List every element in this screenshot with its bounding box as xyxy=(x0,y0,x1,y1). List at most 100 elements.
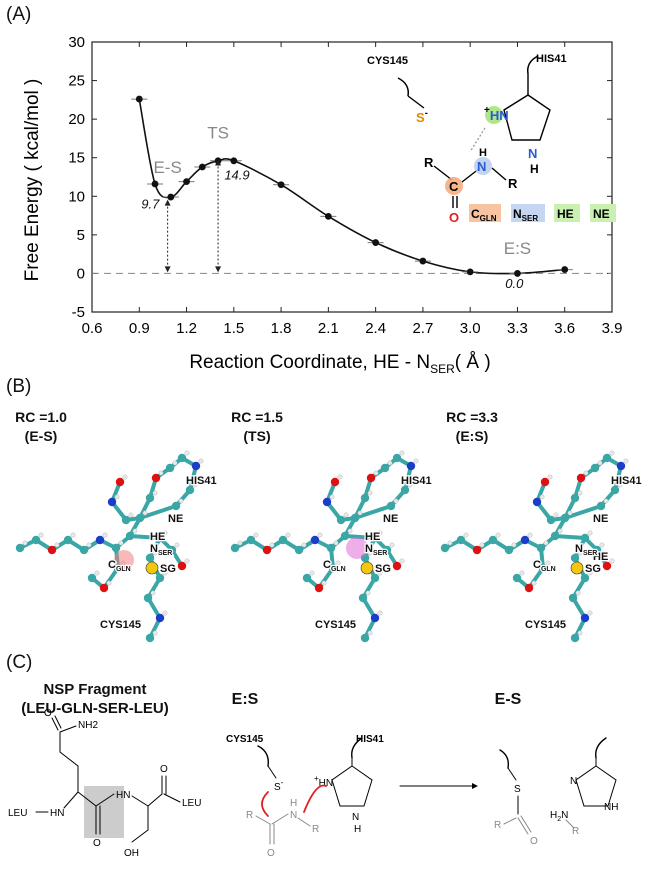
hydrogen xyxy=(389,542,395,548)
hydrogen xyxy=(511,542,517,548)
atom xyxy=(392,453,402,463)
y-tick-label: 15 xyxy=(68,150,85,167)
hydrogen xyxy=(172,460,178,466)
hydrogen xyxy=(329,494,335,500)
hydrogen xyxy=(609,450,615,456)
atom xyxy=(546,515,556,525)
sg-atom xyxy=(360,561,374,575)
atom-label: HIS41 xyxy=(186,475,217,487)
atom xyxy=(246,535,256,545)
hydrogen xyxy=(399,558,405,564)
hydrogen xyxy=(495,532,501,538)
y-tick-label: 30 xyxy=(68,34,85,51)
atom-label: HE xyxy=(150,531,165,543)
chart-annotation: 9.7 xyxy=(141,197,160,212)
hydrogen xyxy=(114,494,120,500)
atom xyxy=(328,563,338,573)
hydrogen xyxy=(321,580,327,586)
data-point xyxy=(419,257,427,265)
atom xyxy=(155,613,165,623)
svg-text:O: O xyxy=(44,708,52,719)
atom xyxy=(95,535,105,545)
hydrogen xyxy=(22,540,28,546)
atom xyxy=(568,593,578,603)
hydrogen xyxy=(301,542,307,548)
x-tick-label: 2.4 xyxy=(365,320,386,337)
hydrogen xyxy=(128,512,134,518)
svg-text:R: R xyxy=(246,810,253,821)
y-tick-label: 10 xyxy=(68,188,85,205)
hydrogen xyxy=(609,558,615,564)
atom xyxy=(155,573,165,583)
atom xyxy=(380,463,390,473)
atom xyxy=(602,561,612,571)
x-tick-label: 3.3 xyxy=(507,320,528,337)
atom xyxy=(360,633,370,643)
atom xyxy=(366,473,376,483)
svg-text:OH: OH xyxy=(124,848,139,859)
atom xyxy=(488,535,498,545)
atom xyxy=(322,497,332,507)
atom xyxy=(177,561,187,571)
svg-text:S-: S- xyxy=(274,778,284,793)
arrow-head-down xyxy=(164,266,171,273)
data-point xyxy=(561,266,569,273)
hydrogen xyxy=(519,570,525,576)
svg-text:O: O xyxy=(160,764,168,775)
atom xyxy=(504,545,514,555)
atom xyxy=(358,593,368,603)
atom xyxy=(155,533,165,543)
bond xyxy=(553,534,587,540)
hydrogen xyxy=(357,510,363,516)
atom xyxy=(63,535,73,545)
hydrogen xyxy=(399,450,405,456)
state-1-title: RC =1.0 (E-S) xyxy=(15,409,67,444)
atom xyxy=(191,461,201,471)
hydrogen xyxy=(337,474,343,480)
hydrogen xyxy=(102,532,108,538)
ts-highlight xyxy=(346,537,368,559)
atom xyxy=(532,497,542,507)
atom-label: SG xyxy=(375,563,391,575)
svg-text:NH: NH xyxy=(604,802,618,813)
hydrogen xyxy=(479,542,485,548)
hydrogen xyxy=(577,550,583,556)
hydrogen xyxy=(122,474,128,480)
hydrogen xyxy=(543,540,549,546)
atom xyxy=(370,533,380,543)
x-tick-label: 1.2 xyxy=(176,320,197,337)
y-axis-label: Free Energy ( kcal/mol ) xyxy=(22,79,43,282)
data-point xyxy=(514,270,521,277)
legend-nser: NSER xyxy=(513,207,538,223)
svg-text:HN: HN xyxy=(50,808,64,819)
data-point xyxy=(198,163,206,171)
ring-h-label: H xyxy=(530,162,539,176)
panel-c-label: (C) xyxy=(6,652,33,673)
chart-annotation: TS xyxy=(207,123,229,142)
atom xyxy=(165,463,175,473)
hydrogen xyxy=(547,474,553,480)
hydrogen xyxy=(152,630,158,636)
hydrogen xyxy=(174,542,180,548)
hydrogen xyxy=(162,570,168,576)
atom xyxy=(230,543,240,553)
es-covalent-structure: S R O N NH H2N R xyxy=(494,737,618,847)
sg-atom xyxy=(570,561,584,575)
atom-label: CYS145 xyxy=(525,619,566,631)
atom-label: HIS41 xyxy=(401,475,432,487)
hydrogen xyxy=(106,580,112,586)
data-point xyxy=(167,193,175,201)
atom xyxy=(536,543,546,553)
hydrogen xyxy=(463,532,469,538)
atom-label: NE xyxy=(593,513,608,525)
hydrogen xyxy=(86,542,92,548)
mechanism-scheme: CYS145 S- HIS41 +HN N H R C O N H R CGLN… xyxy=(367,53,616,225)
hydrogen xyxy=(577,630,583,636)
free-energy-curve xyxy=(138,98,565,275)
hydrogen xyxy=(527,532,533,538)
hydrogen xyxy=(152,550,158,556)
hydrogen xyxy=(132,528,138,534)
atom xyxy=(171,501,181,511)
atom xyxy=(392,561,402,571)
svg-text:S: S xyxy=(514,784,521,795)
